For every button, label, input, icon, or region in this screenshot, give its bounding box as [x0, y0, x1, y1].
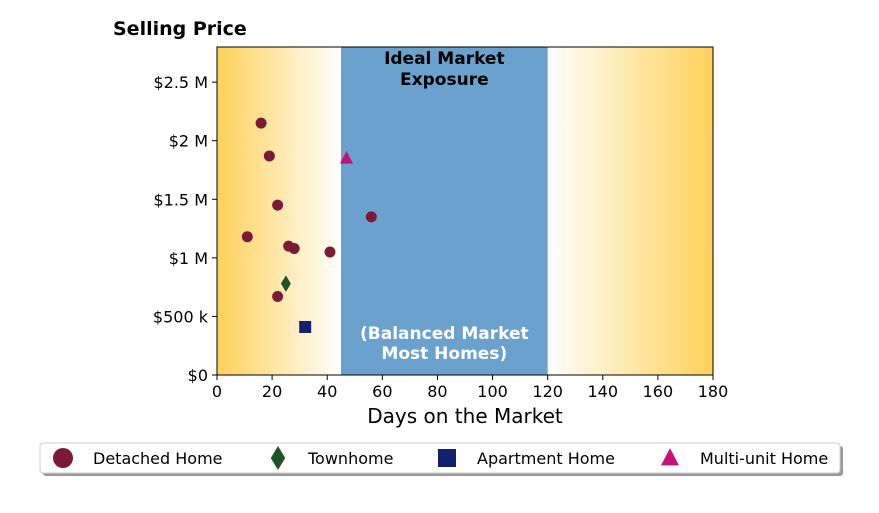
detached-home-point: [324, 246, 336, 258]
detached-home-point: [272, 199, 284, 211]
x-axis-label: Days on the Market: [367, 404, 563, 428]
legend-marker-detached-home: [53, 448, 73, 468]
data-marks: [241, 117, 377, 333]
x-axis-ticks: 0 20 40 60 80 100 120 140 160 180: [212, 375, 728, 401]
legend-label-townhome: Townhome: [307, 449, 393, 468]
detached-home-point: [288, 242, 300, 254]
detached-home-point: [255, 117, 267, 129]
x-tick-label: 140: [588, 382, 619, 401]
y-tick-label: $1 M: [169, 249, 208, 268]
detached-home-point: [241, 231, 253, 243]
left-gradient-zone: [217, 47, 341, 375]
band-label-top-line2: Exposure: [400, 70, 489, 90]
chart-title: Selling Price: [113, 18, 247, 40]
y-tick-label: $2 M: [169, 132, 208, 151]
band-label-top-line1: Ideal Market: [384, 49, 505, 69]
y-tick-label: $1.5 M: [153, 190, 208, 209]
y-tick-label: $0: [188, 366, 208, 385]
x-tick-label: 60: [372, 382, 392, 401]
y-tick-label: $500 k: [153, 307, 209, 326]
legend-marker-townhome: [270, 446, 286, 470]
detached-home-point: [365, 211, 377, 223]
detached-home-point: [272, 291, 284, 303]
legend: Detached Home Townhome Apartment Home Multi…: [39, 442, 843, 476]
band-label-bottom-line1: (Balanced Market: [360, 324, 529, 344]
legend-label-apartment-home: Apartment Home: [477, 449, 615, 468]
x-tick-label: 120: [532, 382, 563, 401]
townhome-point: [280, 275, 291, 292]
legend-label-multi-unit-home: Multi-unit Home: [700, 449, 828, 468]
plot-area: Ideal Market Exposure (Balanced Market M…: [216, 46, 714, 376]
legend-label-detached-home: Detached Home: [93, 449, 223, 468]
detached-home-point: [263, 150, 275, 162]
x-tick-label: 180: [698, 382, 729, 401]
legend-marker-apartment-home: [438, 449, 456, 467]
x-tick-label: 160: [643, 382, 674, 401]
band-label-bottom-line2: Most Homes): [381, 344, 507, 364]
x-tick-label: 80: [427, 382, 447, 401]
ideal-market-band: [341, 47, 548, 375]
apartment-home-point: [299, 320, 312, 333]
x-tick-label: 40: [317, 382, 337, 401]
y-tick-label: $2.5 M: [153, 73, 208, 92]
x-tick-label: 20: [262, 382, 282, 401]
multi-unit-home-point: [340, 151, 354, 164]
x-tick-label: 100: [477, 382, 508, 401]
right-gradient-zone: [547, 47, 713, 375]
x-tick-label: 0: [212, 382, 222, 401]
y-axis-ticks: $0 $500 k $1 M $1.5 M $2 M $2.5 M: [153, 73, 217, 385]
plot-frame: [216, 46, 714, 376]
legend-marker-multi-unit-home: [661, 448, 679, 466]
